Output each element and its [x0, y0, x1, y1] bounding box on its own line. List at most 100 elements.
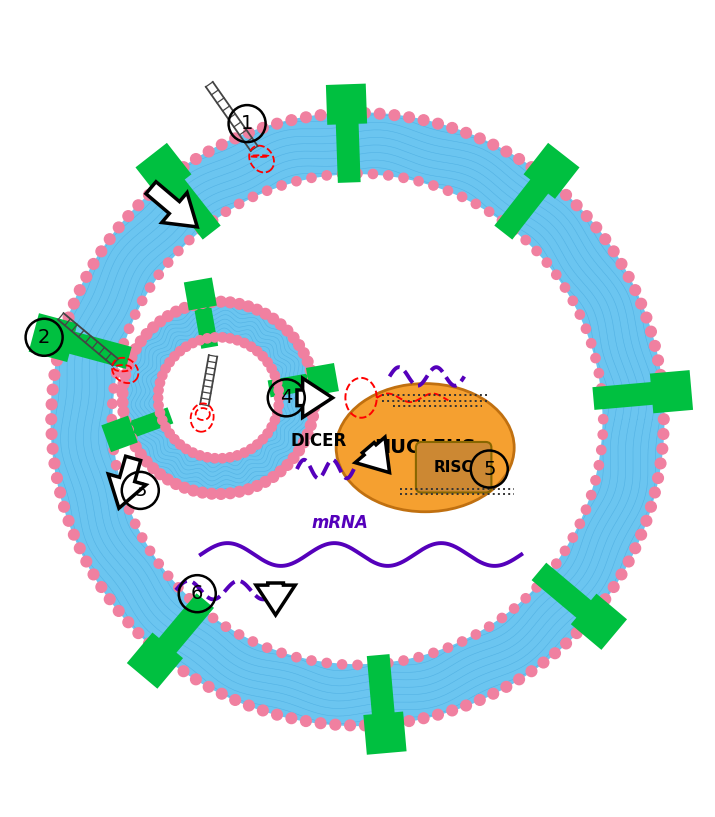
- Circle shape: [571, 627, 582, 638]
- Circle shape: [126, 433, 137, 444]
- Circle shape: [288, 453, 299, 463]
- Circle shape: [244, 700, 255, 711]
- Text: mRNA: mRNA: [311, 515, 368, 533]
- Polygon shape: [192, 292, 218, 349]
- Circle shape: [418, 713, 429, 724]
- Circle shape: [598, 400, 607, 408]
- Circle shape: [144, 190, 154, 200]
- Circle shape: [63, 516, 74, 526]
- Circle shape: [154, 180, 165, 190]
- Polygon shape: [267, 371, 324, 397]
- Circle shape: [112, 461, 121, 470]
- Polygon shape: [117, 408, 173, 442]
- Circle shape: [600, 234, 611, 244]
- Circle shape: [178, 162, 189, 172]
- Polygon shape: [494, 164, 561, 239]
- Circle shape: [389, 109, 400, 120]
- Polygon shape: [135, 143, 192, 199]
- Circle shape: [142, 328, 152, 339]
- Circle shape: [267, 364, 276, 373]
- Circle shape: [575, 310, 584, 319]
- Circle shape: [154, 270, 163, 279]
- Circle shape: [162, 310, 173, 321]
- Circle shape: [209, 216, 217, 225]
- Circle shape: [47, 444, 58, 454]
- Circle shape: [307, 656, 316, 665]
- FancyArrow shape: [256, 583, 295, 615]
- Circle shape: [591, 605, 601, 616]
- Circle shape: [179, 482, 190, 493]
- Circle shape: [175, 440, 184, 449]
- Circle shape: [235, 630, 244, 639]
- Circle shape: [225, 333, 235, 343]
- Circle shape: [117, 397, 128, 408]
- Circle shape: [429, 648, 438, 658]
- Circle shape: [399, 173, 408, 182]
- Circle shape: [268, 314, 279, 324]
- Circle shape: [137, 533, 147, 542]
- Circle shape: [155, 378, 164, 387]
- Circle shape: [112, 368, 121, 377]
- Circle shape: [298, 348, 309, 359]
- Circle shape: [414, 176, 423, 185]
- Circle shape: [471, 630, 480, 639]
- Ellipse shape: [336, 383, 514, 511]
- Circle shape: [144, 638, 154, 649]
- Polygon shape: [146, 593, 214, 668]
- Polygon shape: [531, 563, 606, 631]
- Circle shape: [184, 594, 194, 603]
- Circle shape: [521, 235, 531, 245]
- Circle shape: [225, 297, 235, 308]
- Circle shape: [252, 480, 262, 491]
- Circle shape: [74, 285, 85, 296]
- Polygon shape: [363, 712, 407, 755]
- Circle shape: [260, 309, 271, 319]
- Circle shape: [447, 705, 458, 716]
- Circle shape: [51, 355, 62, 366]
- Circle shape: [234, 486, 245, 497]
- Circle shape: [109, 384, 119, 393]
- Circle shape: [600, 594, 611, 605]
- Circle shape: [252, 304, 262, 315]
- Circle shape: [649, 341, 660, 351]
- Circle shape: [262, 186, 272, 195]
- Circle shape: [171, 306, 182, 317]
- Circle shape: [158, 371, 167, 380]
- Circle shape: [164, 258, 173, 267]
- Circle shape: [88, 259, 99, 270]
- Circle shape: [272, 118, 282, 129]
- Circle shape: [197, 487, 208, 498]
- Circle shape: [161, 364, 170, 373]
- Circle shape: [188, 448, 197, 458]
- FancyArrow shape: [108, 456, 146, 508]
- Circle shape: [538, 171, 549, 181]
- Circle shape: [268, 471, 279, 482]
- Circle shape: [510, 225, 519, 234]
- Circle shape: [202, 453, 212, 462]
- Circle shape: [485, 207, 494, 217]
- Circle shape: [260, 476, 271, 487]
- Circle shape: [581, 505, 591, 514]
- Circle shape: [309, 383, 320, 394]
- Circle shape: [458, 192, 467, 202]
- Circle shape: [586, 490, 596, 500]
- Circle shape: [659, 414, 669, 425]
- Circle shape: [521, 594, 531, 603]
- Circle shape: [286, 713, 297, 724]
- Polygon shape: [184, 278, 217, 310]
- Circle shape: [275, 319, 286, 330]
- Circle shape: [375, 719, 385, 730]
- Circle shape: [248, 192, 257, 202]
- Circle shape: [195, 336, 204, 345]
- Circle shape: [209, 614, 217, 623]
- Circle shape: [608, 582, 619, 592]
- Text: 2: 2: [38, 328, 50, 346]
- Circle shape: [657, 384, 668, 395]
- Text: 3: 3: [134, 481, 147, 500]
- Circle shape: [120, 416, 131, 426]
- Circle shape: [155, 316, 166, 327]
- Circle shape: [182, 342, 191, 351]
- Circle shape: [232, 451, 242, 460]
- Circle shape: [174, 583, 183, 592]
- Circle shape: [131, 310, 140, 319]
